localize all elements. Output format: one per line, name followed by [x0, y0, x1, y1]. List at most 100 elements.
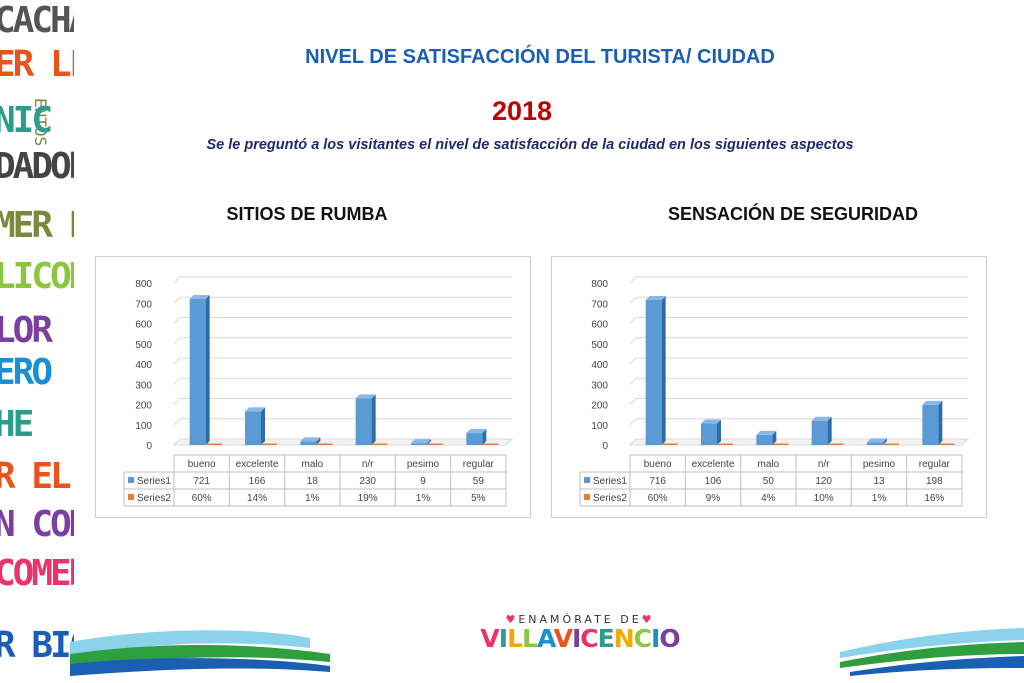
logo-letter: L — [522, 624, 538, 653]
x-category-label: malo — [301, 459, 323, 470]
legend-entry: Series2 — [137, 493, 171, 504]
chart-title-rumba: SITIOS DE RUMBA — [226, 204, 388, 224]
gridline-depth — [173, 377, 181, 385]
y-tick-label: 400 — [135, 360, 152, 371]
bar-top — [645, 296, 666, 301]
bar-series2-regular — [482, 443, 499, 445]
gridline-depth — [629, 357, 637, 365]
bar-top — [922, 400, 943, 405]
logo-letter: I — [571, 624, 581, 653]
data-label: 60% — [192, 493, 212, 504]
side-word: NIC — [0, 100, 53, 141]
side-word: CACHA — [0, 0, 74, 41]
bar-side — [661, 296, 666, 445]
bar-side — [938, 400, 943, 445]
data-label: 4% — [761, 493, 776, 504]
y-tick-label: 100 — [135, 421, 152, 432]
bar-side — [261, 407, 265, 445]
side-word: LICON — [0, 256, 74, 297]
side-word: R EL PARÇ — [0, 456, 74, 497]
legend-swatch — [128, 477, 134, 483]
data-label: 166 — [249, 476, 266, 487]
bar-series1-excelente — [701, 419, 721, 445]
logo-letter: V — [480, 624, 499, 653]
bar-series2-malo — [316, 443, 333, 445]
bar-top — [411, 439, 431, 444]
data-label: 50 — [763, 476, 775, 487]
bar-top — [811, 416, 832, 421]
logo-letter: I — [651, 624, 660, 653]
x-category-label: malo — [757, 459, 779, 470]
page-title: NIVEL DE SATISFACCIÓN DEL TURISTA/ CIUDA… — [305, 46, 775, 68]
data-label: 13 — [873, 476, 885, 487]
y-tick-label: 500 — [591, 340, 608, 351]
gridline-depth — [629, 398, 637, 405]
y-tick-label: 400 — [591, 360, 608, 371]
side-word: ER LLAN — [0, 44, 74, 85]
bar-front — [867, 442, 883, 445]
x-category-label: excelente — [692, 459, 735, 470]
logo-letter: C — [633, 624, 652, 653]
bar-front — [466, 433, 483, 445]
heart-icon: ♥ — [505, 613, 519, 626]
logo-tagline: ♥ENAMÓRATE DE♥ — [480, 613, 680, 626]
decorative-side-strip: ENTOS CACHAER LLANNICDADOREMER EL FLICON… — [0, 0, 74, 683]
chart-seguridad: 0 100 200 300 400 500 600 700 800 bueno excelente m… — [551, 256, 987, 518]
bar-series1-pesimo — [867, 438, 887, 445]
gridline-depth — [629, 418, 637, 426]
data-label: 10% — [814, 493, 834, 504]
y-tick-label: 600 — [591, 320, 608, 331]
bar-series1-malo — [300, 437, 321, 445]
x-category-label: regular — [463, 459, 495, 470]
bar-top — [355, 394, 376, 399]
bar-front — [756, 434, 773, 445]
bar-top — [466, 429, 487, 434]
bar-series2-pesimo — [427, 443, 443, 445]
bar-series2-excelente — [717, 443, 733, 445]
x-category-label: pesimo — [863, 459, 896, 470]
data-label: 14% — [247, 493, 267, 504]
logo-letter: L — [507, 624, 523, 653]
x-category-label: bueno — [188, 459, 216, 470]
logo-letter: E — [597, 624, 615, 653]
chart-floor — [628, 438, 970, 446]
x-category-label: excelente — [236, 459, 279, 470]
bar-series1-excelente — [245, 407, 265, 445]
footer-waves — [70, 628, 1024, 676]
y-tick-label: 800 — [135, 279, 152, 290]
data-label: 9% — [706, 493, 721, 504]
bar-front — [189, 298, 206, 445]
bar-top — [245, 407, 265, 412]
bar-series2-n/r — [371, 443, 388, 445]
bar-front — [701, 423, 717, 445]
data-label: 18 — [307, 476, 319, 487]
data-label: 721 — [193, 476, 210, 487]
legend-swatch — [584, 477, 590, 483]
bar-front — [300, 441, 317, 445]
data-label: 9 — [420, 476, 426, 487]
y-tick-label: 700 — [135, 299, 152, 310]
data-label: 59 — [473, 476, 485, 487]
bar-side — [883, 438, 887, 445]
gridline-depth — [173, 357, 181, 365]
chart-seguridad-svg: 0 100 200 300 400 500 600 700 800 bueno excelente m… — [579, 276, 970, 507]
legend-entry: Series1 — [137, 476, 171, 487]
bar-top — [756, 430, 777, 435]
data-label: 16% — [924, 493, 944, 504]
bar-series1-bueno — [645, 296, 666, 445]
bar-series1-n/r — [355, 394, 376, 445]
bar-side — [717, 419, 721, 445]
logo-letter: O — [659, 624, 680, 653]
y-tick-label: 300 — [591, 380, 608, 391]
data-label: 1% — [416, 493, 431, 504]
bar-series1-bueno — [189, 294, 210, 445]
chart-floor — [172, 438, 514, 446]
legend-swatch — [584, 494, 590, 500]
side-word: N CON — [0, 504, 74, 545]
data-label: 1% — [305, 493, 320, 504]
bar-side — [482, 429, 487, 445]
bar-front — [355, 398, 372, 445]
bar-side — [827, 416, 832, 445]
gridline-depth — [173, 337, 181, 345]
logo-tagline-text: ENAMÓRATE DE — [518, 613, 642, 626]
